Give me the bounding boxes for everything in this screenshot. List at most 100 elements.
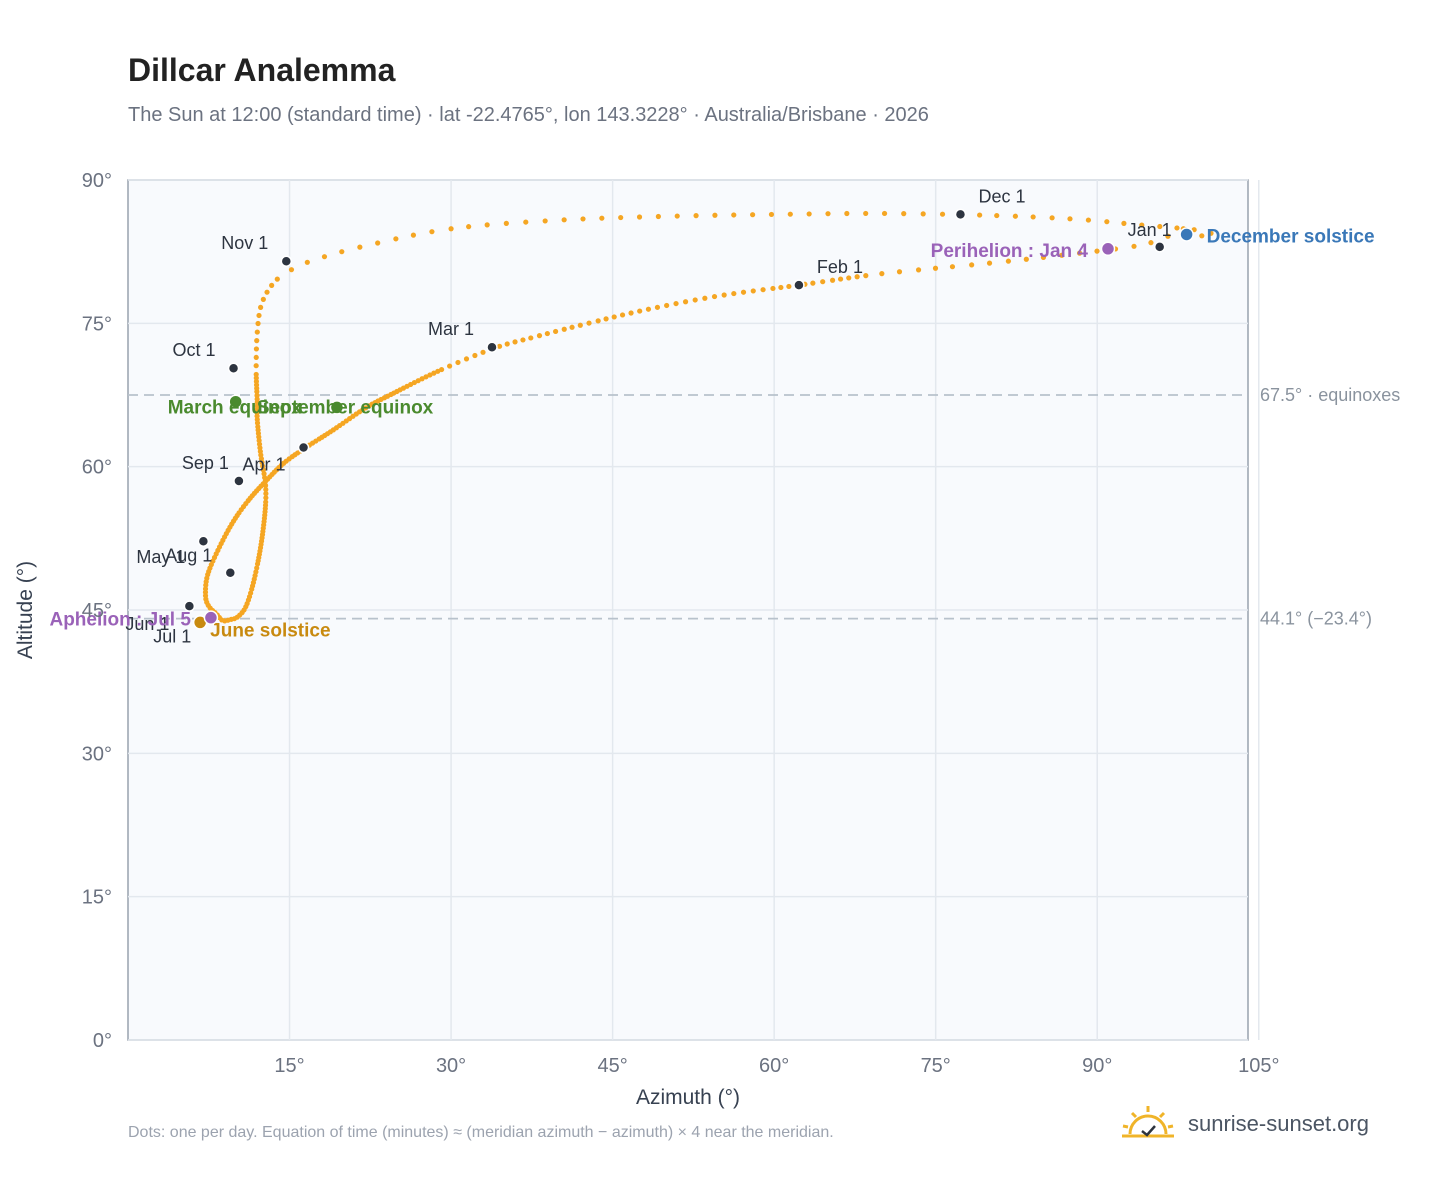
day-dot — [255, 320, 261, 327]
event-marker — [329, 400, 345, 415]
chart-subtitle: The Sun at 12:00 (standard time) · lat -… — [128, 104, 929, 126]
x-axis-label: Azimuth (°) — [636, 1086, 740, 1109]
day-dot — [881, 210, 888, 217]
month-label: Mar 1 — [428, 319, 474, 339]
reference-line-label: 44.1° (−23.4°) — [1260, 609, 1372, 629]
day-dot — [429, 229, 435, 235]
month-marker — [954, 208, 967, 221]
month-marker — [197, 535, 210, 547]
day-dot — [1131, 243, 1137, 249]
day-dot — [262, 475, 268, 481]
day-dot — [854, 274, 860, 280]
day-dot — [712, 212, 718, 218]
month-label: Apr 1 — [243, 455, 286, 475]
day-dot — [901, 211, 907, 217]
y-tick-label: 60° — [82, 457, 112, 479]
month-marker — [233, 475, 245, 487]
event-marker — [228, 394, 243, 409]
event-marker — [1179, 227, 1194, 242]
month-label: Aug 1 — [165, 546, 212, 566]
day-dot — [896, 269, 903, 275]
day-dot — [731, 212, 737, 218]
day-dot — [969, 262, 975, 268]
day-dot — [431, 370, 437, 376]
day-dot — [1121, 220, 1127, 226]
day-dot — [256, 312, 262, 319]
event-marker — [1100, 241, 1116, 257]
month-marker — [227, 362, 240, 374]
day-dot — [949, 264, 956, 270]
x-tick-label: 45° — [597, 1055, 627, 1077]
day-dot — [721, 292, 727, 298]
day-dot — [536, 333, 543, 339]
month-label: Oct 1 — [173, 340, 216, 360]
day-dot — [619, 312, 626, 318]
day-dot — [523, 219, 529, 225]
day-dot — [820, 279, 826, 285]
day-dot — [263, 486, 269, 493]
day-dot — [423, 374, 429, 380]
x-tick-label: 90° — [1082, 1055, 1112, 1077]
month-marker — [297, 441, 310, 454]
day-dot — [603, 316, 609, 322]
day-dot — [702, 295, 708, 301]
day-dot — [263, 499, 269, 505]
day-dot — [375, 240, 381, 246]
month-label: Nov 1 — [221, 233, 268, 253]
day-dot — [569, 324, 575, 330]
day-dot — [561, 326, 567, 332]
day-dot — [577, 322, 583, 328]
day-dot — [253, 371, 259, 378]
day-dot — [253, 363, 259, 369]
day-dot — [1104, 219, 1110, 225]
day-dot — [932, 265, 939, 271]
day-dot — [203, 582, 209, 588]
day-dot — [288, 267, 295, 273]
sun-logo-icon — [1122, 1106, 1174, 1138]
month-label: Sep 1 — [182, 453, 229, 473]
x-tick-label: 60° — [759, 1055, 789, 1077]
day-dot — [504, 341, 510, 347]
day-dot — [512, 339, 518, 345]
x-tick-label: 105° — [1238, 1055, 1279, 1077]
day-dot — [994, 212, 1000, 219]
day-dot — [611, 314, 617, 320]
day-dot — [254, 338, 260, 344]
month-marker — [486, 341, 498, 353]
day-dot — [915, 267, 922, 273]
day-dot — [472, 352, 478, 359]
day-dot — [580, 216, 586, 222]
day-dot — [1157, 223, 1163, 230]
x-tick-label: 75° — [921, 1055, 951, 1077]
day-dot — [484, 222, 490, 228]
day-dot — [760, 287, 766, 293]
day-dot — [673, 300, 679, 307]
day-dot — [253, 569, 259, 575]
day-dot — [920, 211, 926, 217]
day-dot — [1005, 258, 1012, 264]
day-dot — [262, 482, 269, 489]
daily-path — [202, 210, 1214, 624]
day-dot — [254, 329, 260, 335]
day-dot — [339, 249, 345, 255]
day-dot — [1012, 213, 1018, 219]
day-dot — [264, 289, 270, 295]
day-dot — [599, 215, 605, 221]
brand-logo[interactable]: sunrise-sunset.org — [1120, 1100, 1369, 1148]
day-dot — [645, 306, 652, 312]
day-dot — [419, 376, 425, 382]
day-dot — [1208, 230, 1214, 236]
day-dot — [1199, 233, 1205, 239]
axis-ticks: 15° 30° 45° 60° 75° 90° 105° 0° 15° 30° 45° 60° 75° 9… — [82, 170, 1280, 1077]
day-dot — [260, 296, 266, 302]
day-dot — [586, 320, 592, 326]
day-dot — [253, 354, 259, 361]
y-tick-label: 0° — [93, 1030, 112, 1052]
day-dot — [253, 346, 260, 352]
day-dot — [448, 226, 454, 232]
month-label: Jul 1 — [153, 626, 191, 646]
day-dot — [829, 277, 836, 283]
day-dot — [503, 220, 509, 226]
day-dot — [1059, 252, 1065, 258]
day-dot — [846, 275, 852, 281]
